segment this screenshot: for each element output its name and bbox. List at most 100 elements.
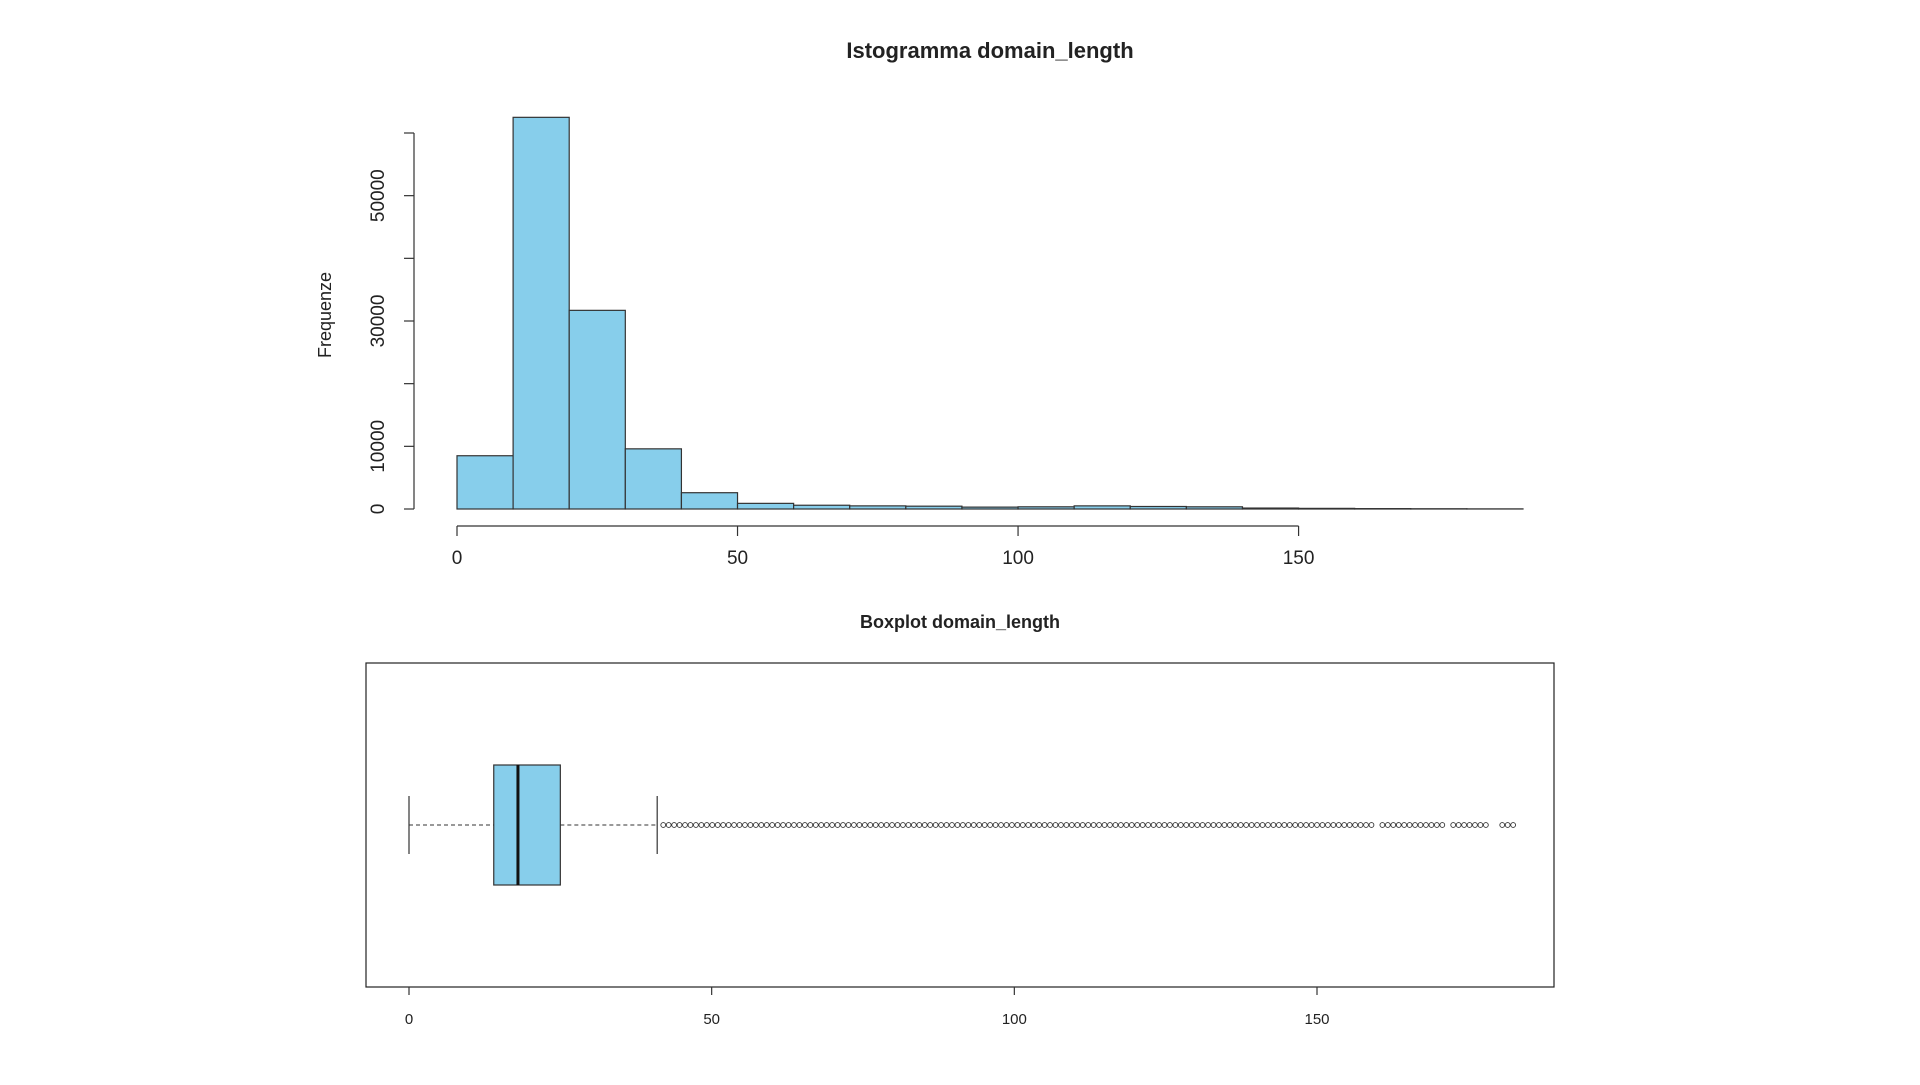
- boxplot-outlier: [1059, 823, 1064, 828]
- boxplot-outlier: [792, 823, 797, 828]
- boxplot-outlier: [1424, 823, 1429, 828]
- boxplot-outlier: [1282, 823, 1287, 828]
- boxplot-outlier: [950, 823, 955, 828]
- boxplot-outlier: [1037, 823, 1042, 828]
- boxplot-outlier: [1456, 823, 1461, 828]
- histogram-y-axis-label: Frequenze: [315, 272, 335, 358]
- boxplot-outlier: [1031, 823, 1036, 828]
- boxplot-outlier: [743, 823, 748, 828]
- histogram-bar: [1186, 507, 1242, 509]
- boxplot-outlier: [1249, 823, 1254, 828]
- boxplot-outlier: [1129, 823, 1134, 828]
- boxplot-x-tick-label: 0: [405, 1011, 413, 1028]
- boxplot-outlier: [901, 823, 906, 828]
- boxplot-outlier: [753, 823, 758, 828]
- boxplot-outlier: [1396, 823, 1401, 828]
- histogram-y-tick-label: 30000: [368, 295, 389, 348]
- boxplot-outlier: [1467, 823, 1472, 828]
- boxplot-outlier: [977, 823, 982, 828]
- boxplot-outlier: [1298, 823, 1303, 828]
- boxplot-outlier: [1325, 823, 1330, 828]
- boxplot-outlier: [1473, 823, 1478, 828]
- boxplot-outlier: [1462, 823, 1467, 828]
- boxplot-outlier: [835, 823, 840, 828]
- boxplot-outlier: [846, 823, 851, 828]
- boxplot-outlier: [971, 823, 976, 828]
- boxplot-outlier: [737, 823, 742, 828]
- boxplot-outlier: [922, 823, 927, 828]
- boxplot-outlier: [1146, 823, 1151, 828]
- boxplot-outlier: [1238, 823, 1243, 828]
- boxplot-outlier: [1015, 823, 1020, 828]
- boxplot-outlier: [862, 823, 867, 828]
- boxplot-outlier: [1195, 823, 1200, 828]
- boxplot-outlier: [1135, 823, 1140, 828]
- boxplot-x-tick-label: 150: [1304, 1011, 1329, 1028]
- boxplot-outlier: [1113, 823, 1118, 828]
- boxplot-outlier: [1168, 823, 1173, 828]
- boxplot-outlier: [1478, 823, 1483, 828]
- boxplot-body: [409, 765, 657, 885]
- boxplot-outlier: [1020, 823, 1025, 828]
- boxplot-outlier: [1026, 823, 1031, 828]
- boxplot-outlier: [770, 823, 775, 828]
- histogram-bar: [681, 493, 737, 509]
- boxplot-outlier: [1140, 823, 1145, 828]
- boxplot-outlier: [1391, 823, 1396, 828]
- boxplot-outlier: [802, 823, 807, 828]
- boxplot-outlier: [1244, 823, 1249, 828]
- histogram-x-tick-label: 100: [1002, 548, 1034, 569]
- histogram-bar: [457, 456, 513, 509]
- boxplot-outlier: [732, 823, 737, 828]
- boxplot-outlier: [1500, 823, 1505, 828]
- boxplot-outlier: [813, 823, 818, 828]
- histogram-x-tick-label: 150: [1283, 548, 1315, 569]
- boxplot-outlier: [1331, 823, 1336, 828]
- boxplot-outlier: [775, 823, 780, 828]
- boxplot-outlier: [1075, 823, 1080, 828]
- boxplot-outlier: [1347, 823, 1352, 828]
- boxplot-outlier: [677, 823, 682, 828]
- boxplot-outlier: [1429, 823, 1434, 828]
- boxplot-outlier: [1069, 823, 1074, 828]
- boxplot-outlier: [1364, 823, 1369, 828]
- boxplot-outlier: [868, 823, 873, 828]
- boxplot-outlier: [786, 823, 791, 828]
- boxplot-outlier: [966, 823, 971, 828]
- boxplot-outlier: [879, 823, 884, 828]
- boxplot-outlier: [819, 823, 824, 828]
- histogram-bar: [513, 117, 569, 509]
- boxplot-box: [494, 765, 561, 885]
- boxplot-title: Boxplot domain_length: [860, 612, 1060, 632]
- boxplot-outlier: [1407, 823, 1412, 828]
- boxplot-outlier: [1080, 823, 1085, 828]
- boxplot-outlier: [857, 823, 862, 828]
- histogram-bar: [906, 506, 962, 509]
- boxplot-outlier: [1157, 823, 1162, 828]
- boxplot-outlier: [1451, 823, 1456, 828]
- boxplot-outlier: [1255, 823, 1260, 828]
- boxplot-outlier: [704, 823, 709, 828]
- histogram-bar: [1074, 506, 1130, 509]
- boxplot-outlier: [726, 823, 731, 828]
- boxplot-outlier: [1434, 823, 1439, 828]
- boxplot-outlier: [710, 823, 715, 828]
- boxplot-outlier: [852, 823, 857, 828]
- boxplot-outlier: [1004, 823, 1009, 828]
- boxplot-outlier: [939, 823, 944, 828]
- boxplot-outlier: [1315, 823, 1320, 828]
- histogram-bar: [738, 503, 794, 509]
- boxplot-outlier: [1118, 823, 1123, 828]
- histogram-bar: [850, 506, 906, 509]
- histogram-x-tick-label: 50: [727, 548, 748, 569]
- boxplot-outlier: [1440, 823, 1445, 828]
- boxplot-outlier: [1233, 823, 1238, 828]
- boxplot-outlier: [1086, 823, 1091, 828]
- boxplot-outlier: [1048, 823, 1053, 828]
- boxplot-outlier: [1505, 823, 1510, 828]
- boxplot-outlier: [759, 823, 764, 828]
- boxplot-outlier: [895, 823, 900, 828]
- boxplot-outlier: [1260, 823, 1265, 828]
